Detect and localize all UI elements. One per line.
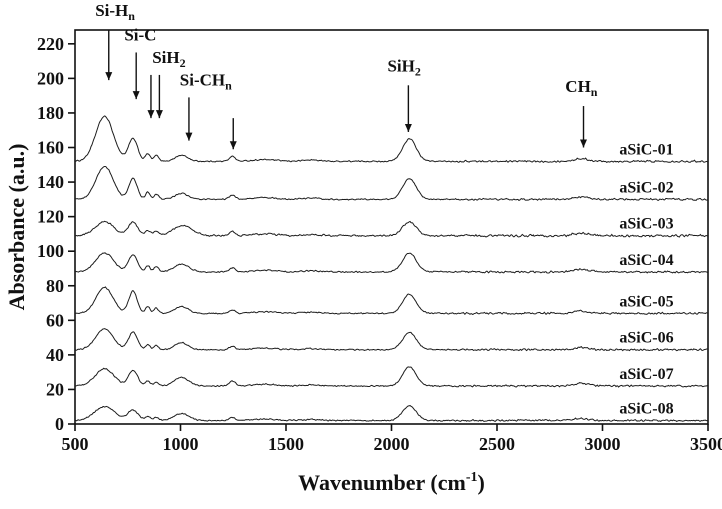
x-tick-label: 1500	[268, 434, 304, 454]
spectrum-aSiC-07	[74, 366, 709, 388]
y-tick-label: 0	[55, 414, 64, 434]
y-tick-label: 200	[37, 68, 64, 88]
spectrum-aSiC-06	[74, 328, 709, 352]
spectrum-aSiC-04	[74, 252, 709, 274]
annotation-label-5: CHn	[565, 77, 598, 99]
y-axis-title: Absorbance (a.u.)	[4, 144, 29, 311]
x-tick-label: 2500	[479, 434, 515, 454]
annotation-label-3: Si-CHn	[180, 70, 232, 92]
spectrum-aSiC-03	[74, 220, 709, 238]
x-tick-label: 1000	[163, 434, 199, 454]
series-label-aSiC-05: aSiC-05	[619, 293, 673, 310]
annotation-label-0: Si-Hn	[95, 1, 135, 23]
y-tick-label: 180	[37, 103, 64, 123]
annotation-label-1: Si-C	[124, 25, 156, 44]
x-tick-label: 2000	[374, 434, 410, 454]
y-tick-label: 120	[37, 207, 64, 227]
x-axis-title: Wavenumber (cm-1)	[298, 470, 485, 495]
plot-frame	[74, 29, 709, 425]
series-label-aSiC-03: aSiC-03	[619, 216, 673, 233]
y-tick-label: 20	[46, 379, 64, 399]
spectrum-aSiC-01	[74, 115, 709, 164]
series-label-aSiC-08: aSiC-08	[619, 401, 673, 418]
spectrum-aSiC-05	[75, 286, 708, 316]
y-tick-label: 80	[46, 276, 64, 296]
spectrum-aSiC-08	[74, 405, 709, 423]
series-label-aSiC-04: aSiC-04	[619, 252, 673, 269]
annotation-label-4: SiH2	[387, 56, 420, 78]
spectrum-aSiC-02	[74, 166, 709, 201]
y-tick-label: 160	[37, 138, 64, 158]
series-label-aSiC-06: aSiC-06	[619, 330, 673, 347]
series-label-aSiC-01: aSiC-01	[619, 141, 673, 158]
x-tick-label: 500	[62, 434, 89, 454]
series-label-aSiC-07: aSiC-07	[619, 366, 673, 383]
y-tick-label: 220	[37, 34, 64, 54]
x-tick-label: 3000	[585, 434, 621, 454]
annotation-label-2: SiH2	[152, 48, 185, 70]
x-tick-label: 3500	[690, 434, 722, 454]
y-tick-label: 100	[37, 241, 64, 261]
y-tick-label: 40	[46, 345, 64, 365]
series-label-aSiC-02: aSiC-02	[619, 179, 673, 196]
y-tick-label: 60	[46, 310, 64, 330]
y-tick-label: 140	[37, 172, 64, 192]
